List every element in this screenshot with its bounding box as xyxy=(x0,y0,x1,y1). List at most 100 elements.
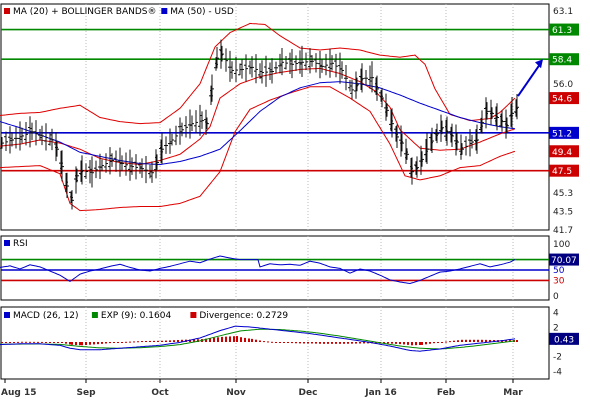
macd-divergence-bar xyxy=(29,341,31,343)
macd-divergence-bar xyxy=(25,341,27,343)
legend-swatch xyxy=(161,8,168,14)
macd-divergence-bar xyxy=(149,340,151,342)
rsi-y-tick-label: 30 xyxy=(553,276,565,286)
macd-divergence-bar xyxy=(481,339,483,342)
macd-divergence-bar xyxy=(97,342,99,345)
macd-divergence-bar xyxy=(516,340,518,342)
macd-divergence-bar xyxy=(41,341,43,343)
macd-divergence-bar xyxy=(445,341,447,343)
macd-divergence-bar xyxy=(61,342,63,343)
macd-divergence-bar xyxy=(259,340,261,342)
macd-divergence-bar xyxy=(441,342,443,343)
macd-divergence-bar xyxy=(295,342,297,344)
macd-signal-line xyxy=(0,328,516,350)
macd-divergence-bar xyxy=(473,339,475,342)
macd-divergence-bar xyxy=(189,339,191,342)
x-axis: Aug 15 Sep Oct Nov Dec Jan 16 Feb Mar xyxy=(1,379,523,398)
macd-divergence-bar xyxy=(109,342,111,344)
macd-divergence-bar xyxy=(57,342,59,343)
macd-divergence-bar xyxy=(197,339,199,342)
price-y-tick-label: 41.7 xyxy=(553,226,573,236)
macd-divergence-bar xyxy=(391,342,393,344)
level-badge-label: 47.5 xyxy=(552,167,572,177)
macd-divergence-bar xyxy=(209,338,211,342)
macd-divergence-bar xyxy=(279,342,281,343)
macd-divergence-bar xyxy=(81,342,83,346)
macd-divergence-bar xyxy=(477,339,479,342)
macd-divergence-bar xyxy=(137,341,139,343)
macd-divergence-bar xyxy=(255,339,257,342)
price-plot-frame xyxy=(0,3,550,231)
macd-divergence-bar xyxy=(113,342,115,343)
legend-label: MA (50) - USD xyxy=(170,7,234,17)
macd-divergence-bar xyxy=(145,340,147,342)
level-badge-51.2 xyxy=(549,126,579,139)
macd-divergence-bar xyxy=(493,340,495,342)
macd-divergence-bar xyxy=(415,342,417,346)
macd-divergence-bar xyxy=(9,342,11,343)
x-tick-label: Dec xyxy=(299,388,318,398)
price-badge-49.4 xyxy=(549,145,579,158)
macd-y-tick-label: 4 xyxy=(553,309,559,319)
macd-divergence-bar xyxy=(419,342,421,346)
macd-divergence-bar xyxy=(505,340,507,342)
macd-divergence-bar xyxy=(236,336,238,342)
level-badge-58.4 xyxy=(549,53,579,66)
level-badge-61.3 xyxy=(549,23,579,36)
rsi-plot-frame xyxy=(0,235,550,301)
macd-divergence-bar xyxy=(177,339,179,342)
macd-legend-swatch xyxy=(190,312,197,318)
macd-divergence-bar xyxy=(21,341,23,343)
macd-divergence-bar xyxy=(13,342,15,343)
macd-divergence-bar xyxy=(311,342,313,344)
macd-divergence-bar xyxy=(339,342,341,344)
macd-divergence-bar xyxy=(240,337,242,342)
macd-divergence-bar xyxy=(335,342,337,344)
macd-divergence-bar xyxy=(461,339,463,342)
macd-legend-label: MACD (26, 12) xyxy=(13,311,79,321)
bollinger-lower-band xyxy=(0,86,516,212)
macd-badge-label: 0.43 xyxy=(554,335,574,345)
level-badge-47.5 xyxy=(549,164,579,177)
x-tick-label: Nov xyxy=(226,388,246,398)
macd-divergence-bar xyxy=(347,342,349,344)
macd-y-tick-label: 2 xyxy=(553,323,559,333)
rsi-legend-swatch xyxy=(4,240,10,246)
rsi-legend-label: RSI xyxy=(13,239,28,249)
legend-label: MA (20) + BOLLINGER BANDS® xyxy=(13,7,157,17)
macd-y-tick-label: -4 xyxy=(553,367,562,377)
macd-divergence-bar xyxy=(411,342,413,346)
level-badge-label: 51.2 xyxy=(552,129,572,139)
bollinger-upper-band xyxy=(0,22,516,125)
macd-divergence-bar xyxy=(421,342,423,345)
macd-divergence-bar xyxy=(225,336,227,342)
price-panel: 63.1 56.0 45.3 43.5 41.7 61.3 58.4 51.2 47.5 54.6… xyxy=(0,3,579,236)
rsi-y-tick-label: 0 xyxy=(553,292,559,302)
macd-divergence-bar xyxy=(89,342,91,345)
macd-divergence-bar xyxy=(229,336,231,342)
rsi-y-tick-label: 50 xyxy=(553,266,565,276)
macd-divergence-bar xyxy=(205,338,207,342)
macd-legend-label: Divergence: 0.2729 xyxy=(199,311,288,321)
macd-divergence-bar xyxy=(367,342,369,344)
macd-divergence-bar xyxy=(233,336,235,342)
macd-divergence-bar xyxy=(133,341,135,343)
macd-divergence-bar xyxy=(327,342,329,344)
macd-divergence-bar xyxy=(117,342,119,343)
macd-divergence-bar xyxy=(351,342,353,344)
macd-divergence-bar xyxy=(49,342,51,343)
ma50-line xyxy=(0,81,516,166)
macd-divergence-bar xyxy=(469,339,471,342)
macd-divergence-bar xyxy=(101,342,103,344)
macd-divergence-bar xyxy=(429,342,431,344)
macd-divergence-bar xyxy=(1,342,3,343)
macd-divergence-bar xyxy=(105,342,107,344)
price-y-tick-label: 56.0 xyxy=(553,80,573,90)
macd-divergence-bar xyxy=(65,342,67,344)
macd-divergence-bar xyxy=(383,342,385,344)
macd-divergence-bar xyxy=(251,338,253,342)
macd-divergence-bar xyxy=(79,342,81,346)
macd-divergence-bar xyxy=(129,341,131,343)
macd-legend-label: EXP (9): 0.1604 xyxy=(101,311,172,321)
macd-divergence-bar xyxy=(457,340,459,342)
